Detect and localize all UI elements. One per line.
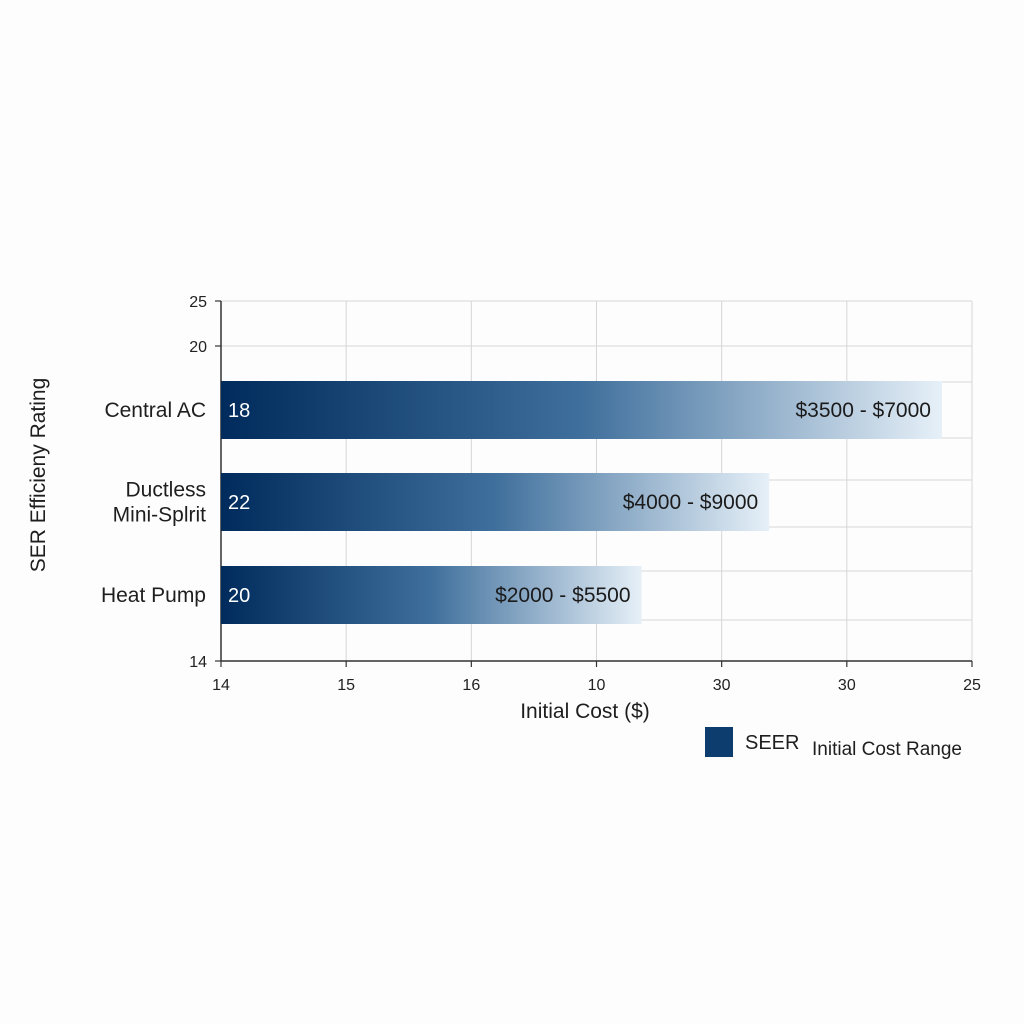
category-label: Ductless	[125, 479, 206, 502]
bar-range-label: $3500 - $7000	[795, 399, 930, 422]
x-tick-label: 16	[462, 677, 480, 694]
x-tick-label: 15	[337, 677, 355, 694]
legend-label-seer: SEER	[745, 732, 799, 754]
category-label: Heat Pump	[101, 584, 206, 607]
x-tick-label: 10	[588, 677, 606, 694]
category-label: Mini-Splrit	[113, 504, 207, 527]
x-tick-label: 25	[963, 677, 981, 694]
x-tick-label: 30	[838, 677, 856, 694]
bar-range-label: $2000 - $5500	[495, 584, 630, 607]
bars	[221, 381, 942, 624]
bar	[221, 381, 942, 439]
bar-range-label: $4000 - $9000	[623, 491, 758, 514]
x-axis-title: Initial Cost ($)	[520, 700, 650, 723]
bar	[221, 566, 642, 624]
legend-swatch-seer	[705, 727, 733, 757]
bar-value-label: 20	[228, 585, 250, 607]
y-tick-label: 14	[189, 654, 207, 671]
y-axis-title: SER Efficieny Rating	[27, 378, 50, 573]
bar-value-label: 18	[228, 400, 250, 422]
y-tick-label: 20	[189, 339, 207, 356]
bar-value-label: 22	[228, 492, 250, 514]
x-tick-label: 30	[713, 677, 731, 694]
legend-label-cost-range: Initial Cost Range	[812, 739, 962, 760]
bar	[221, 473, 770, 531]
category-label: Central AC	[104, 399, 206, 422]
labels: 25 20 14 14 15 16 10 30 30 25 18 $3500 - $7000 Centr…	[101, 294, 981, 694]
x-tick-label: 14	[212, 677, 230, 694]
y-tick-label: 25	[189, 294, 207, 311]
legend: SEER Initial Cost Range	[705, 727, 962, 760]
